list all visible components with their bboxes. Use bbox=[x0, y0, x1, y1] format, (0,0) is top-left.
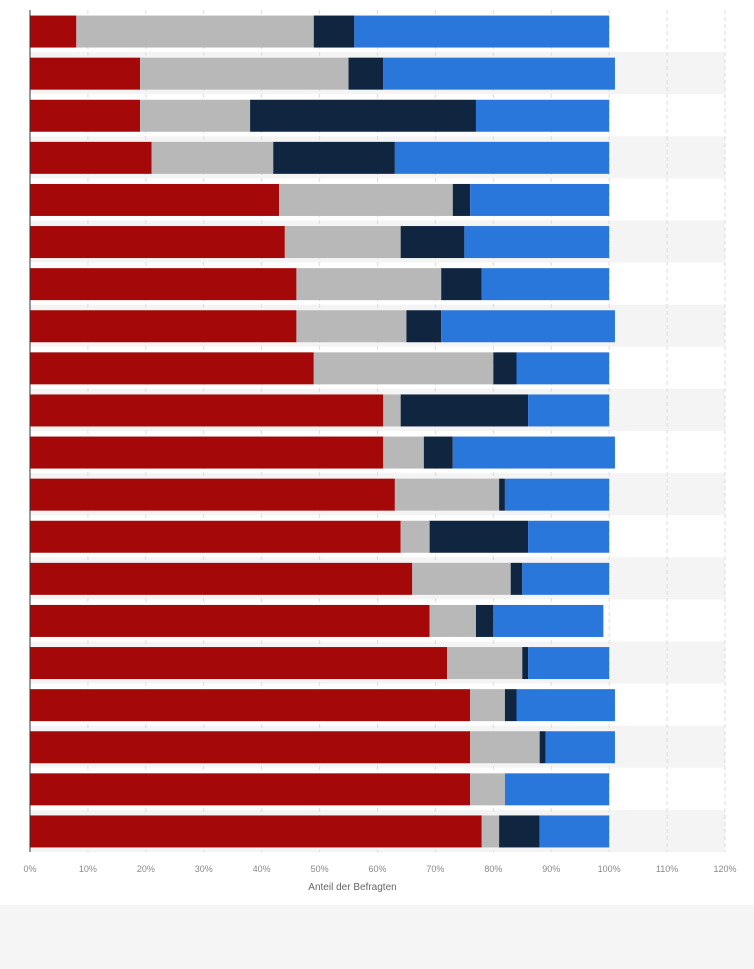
x-axis-tick-labels: 0% 10% 20% 30% 40% 50% 60% 70% 80% 90% 100% 110% 120… bbox=[23, 864, 736, 874]
bar-segment bbox=[296, 268, 442, 301]
bar-segment bbox=[76, 15, 314, 48]
x-tick-label: 110% bbox=[656, 864, 678, 874]
bar-segment bbox=[504, 689, 517, 722]
bar-segment bbox=[30, 141, 152, 174]
bar-segment bbox=[406, 310, 442, 343]
bar-segment bbox=[493, 352, 517, 385]
bar-segment bbox=[499, 478, 505, 511]
bar-segment bbox=[516, 352, 610, 385]
bar-segment bbox=[470, 731, 540, 764]
bar-segment bbox=[475, 604, 494, 637]
bar-segment bbox=[504, 773, 610, 806]
bar-segment bbox=[528, 647, 610, 680]
bar-segment bbox=[412, 562, 511, 595]
bars bbox=[30, 15, 615, 848]
bar-segment bbox=[30, 773, 471, 806]
bar-segment bbox=[383, 436, 424, 469]
bar-segment bbox=[400, 520, 430, 553]
bar-segment bbox=[30, 226, 285, 259]
bar-segment bbox=[30, 352, 314, 385]
bar-segment bbox=[470, 183, 610, 216]
bar-segment bbox=[30, 689, 471, 722]
x-tick-label: 100% bbox=[598, 864, 621, 874]
bar-segment bbox=[30, 731, 471, 764]
x-tick-label: 80% bbox=[484, 864, 502, 874]
bar-segment bbox=[400, 394, 529, 427]
bar-segment bbox=[447, 647, 523, 680]
x-tick-label: 20% bbox=[137, 864, 155, 874]
bar-segment bbox=[510, 562, 523, 595]
bar-segment bbox=[140, 57, 349, 90]
bar-segment bbox=[423, 436, 453, 469]
bar-segment bbox=[30, 647, 447, 680]
bar-segment bbox=[545, 731, 615, 764]
x-tick-label: 30% bbox=[195, 864, 213, 874]
x-tick-label: 0% bbox=[23, 864, 36, 874]
bar-segment bbox=[30, 15, 77, 48]
bar-segment bbox=[504, 478, 610, 511]
bar-segment bbox=[30, 99, 141, 132]
x-tick-label: 90% bbox=[542, 864, 560, 874]
bar-segment bbox=[354, 15, 610, 48]
bar-segment bbox=[539, 815, 610, 848]
bar-segment bbox=[539, 731, 546, 764]
bar-segment bbox=[464, 226, 610, 259]
bar-segment bbox=[151, 141, 274, 174]
bar-segment bbox=[30, 394, 384, 427]
bar-segment bbox=[30, 183, 280, 216]
bar-segment bbox=[429, 520, 529, 553]
bar-segment bbox=[279, 183, 453, 216]
x-tick-label: 120% bbox=[713, 864, 736, 874]
bar-segment bbox=[313, 352, 494, 385]
bar-segment bbox=[30, 815, 482, 848]
bar-segment bbox=[522, 647, 529, 680]
bar-segment bbox=[140, 99, 251, 132]
x-tick-label: 40% bbox=[253, 864, 271, 874]
bar-segment bbox=[30, 268, 297, 301]
bar-segment bbox=[470, 773, 505, 806]
bar-segment bbox=[528, 520, 610, 553]
bar-segment bbox=[30, 562, 413, 595]
bar-segment bbox=[481, 268, 610, 301]
bar-segment bbox=[522, 562, 610, 595]
bar-segment bbox=[394, 141, 610, 174]
bar-segment bbox=[528, 394, 610, 427]
bar-segment bbox=[499, 815, 540, 848]
bar-segment bbox=[429, 604, 476, 637]
x-tick-label: 70% bbox=[426, 864, 444, 874]
bar-segment bbox=[273, 141, 395, 174]
bar-segment bbox=[348, 57, 384, 90]
bar-segment bbox=[30, 520, 401, 553]
bar-segment bbox=[394, 478, 500, 511]
bar-segment bbox=[441, 310, 615, 343]
bar-segment bbox=[516, 689, 615, 722]
x-tick-label: 50% bbox=[311, 864, 329, 874]
footer-background bbox=[0, 905, 754, 969]
bar-segment bbox=[481, 815, 500, 848]
bar-segment bbox=[452, 183, 471, 216]
bar-segment bbox=[400, 226, 465, 259]
bar-segment bbox=[284, 226, 401, 259]
bar-segment bbox=[30, 310, 297, 343]
bar-segment bbox=[383, 394, 401, 427]
bar-segment bbox=[30, 478, 395, 511]
x-tick-label: 60% bbox=[368, 864, 386, 874]
x-axis-title: Anteil der Befragten bbox=[308, 882, 396, 893]
bar-segment bbox=[250, 99, 476, 132]
bar-segment bbox=[30, 57, 141, 90]
bar-segment bbox=[313, 15, 355, 48]
x-tick-label: 10% bbox=[79, 864, 97, 874]
bar-segment bbox=[441, 268, 482, 301]
bar-segment bbox=[493, 604, 604, 637]
bar-segment bbox=[452, 436, 615, 469]
bar-segment bbox=[383, 57, 615, 90]
bar-segment bbox=[30, 436, 384, 469]
bar-segment bbox=[470, 689, 505, 722]
bar-segment bbox=[475, 99, 610, 132]
bar-segment bbox=[30, 604, 430, 637]
bar-segment bbox=[296, 310, 407, 343]
